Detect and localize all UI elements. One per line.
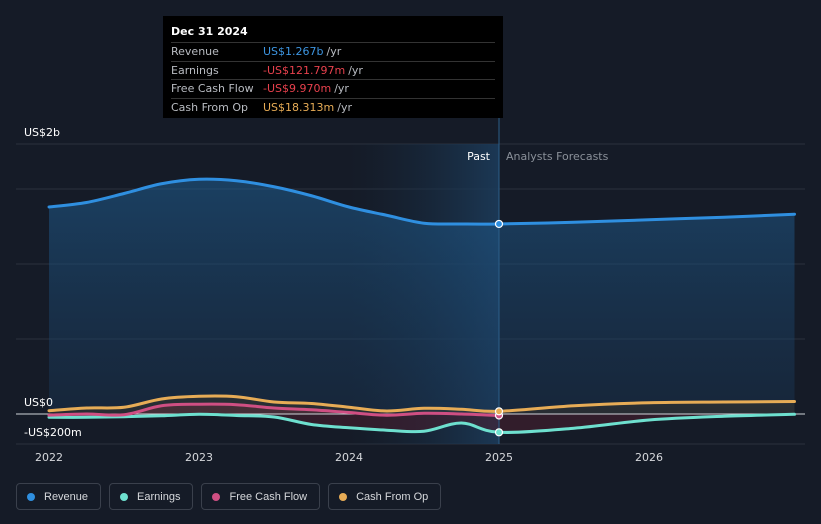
revenue-marker <box>494 219 504 229</box>
x-tick-label: 2025 <box>485 451 513 464</box>
financial-chart: US$2b US$0 -US$200m Past Analysts Foreca… <box>16 118 805 464</box>
tooltip-label: Cash From Op <box>171 100 249 114</box>
series-areas <box>49 179 795 433</box>
past-label: Past <box>467 150 491 163</box>
tooltip-date: Dec 31 2024 <box>171 25 248 38</box>
tooltip-row-earnings: Earnings -US$121.797m /yr <box>171 60 495 80</box>
tooltip-label: Revenue <box>171 45 219 58</box>
forecast-label: Analysts Forecasts <box>506 150 609 163</box>
cash-from-op-line <box>47 394 796 413</box>
tooltip-row-cash-from-op: Cash From Op US$18.313m /yr <box>171 97 495 117</box>
x-tick-label: 2026 <box>635 451 663 464</box>
earnings-marker <box>494 428 504 437</box>
legend-label: Revenue <box>44 490 89 503</box>
legend-item-free-cash-flow[interactable]: Free Cash Flow <box>201 483 321 510</box>
legend-label: Free Cash Flow <box>229 490 308 503</box>
revenue-line <box>47 177 796 226</box>
x-axis-ticks: 2022 2023 2024 2025 2026 <box>35 451 663 464</box>
tooltip: Dec 31 2024 Revenue US$1.267b /yr Earnin… <box>163 16 503 118</box>
legend-item-cash-from-op[interactable]: Cash From Op <box>328 483 442 510</box>
revenue-dot-icon <box>27 492 35 501</box>
legend-label: Cash From Op <box>356 490 429 503</box>
free-cash-flow-line <box>47 402 501 417</box>
tooltip-value: US$1.267b <box>263 45 324 58</box>
tooltip-label: Earnings <box>171 63 219 77</box>
legend-item-revenue[interactable]: Revenue <box>16 483 102 510</box>
earnings-dot-icon <box>120 492 129 501</box>
cash-from-op-marker <box>494 407 504 416</box>
tooltip-row-revenue: Revenue US$1.267b /yr <box>171 42 495 61</box>
tooltip-unit: /yr <box>337 100 352 114</box>
cash-from-op-dot-icon <box>339 492 348 501</box>
y-axis-top-label: US$2b <box>24 126 60 139</box>
series-lines <box>47 177 796 434</box>
legend-item-earnings[interactable]: Earnings <box>109 483 194 510</box>
y-axis-bottom-label: -US$200m <box>24 426 82 439</box>
earnings-line <box>47 412 796 434</box>
cash-from-op-area <box>49 396 795 414</box>
x-tick-label: 2023 <box>185 451 213 464</box>
free-cash-flow-dot-icon <box>212 492 221 501</box>
tooltip-value: US$18.313m <box>263 100 335 114</box>
tooltip-label: Free Cash Flow <box>171 82 254 95</box>
x-tick-label: 2022 <box>35 451 63 464</box>
legend: Revenue Earnings Free Cash Flow Cash Fro… <box>16 483 442 510</box>
y-axis-zero-label: US$0 <box>24 396 53 409</box>
tooltip-unit: /yr <box>348 63 363 77</box>
legend-label: Earnings <box>137 490 181 503</box>
x-tick-label: 2024 <box>335 451 363 464</box>
tooltip-unit: /yr <box>334 82 349 95</box>
tooltip-value: -US$121.797m <box>263 63 346 77</box>
revenue-area <box>49 179 795 414</box>
highlight-markers <box>494 219 504 437</box>
tooltip-value: -US$9.970m <box>263 82 332 95</box>
tooltip-unit: /yr <box>326 45 342 58</box>
earnings-area <box>49 414 795 433</box>
tooltip-row-free-cash-flow: Free Cash Flow -US$9.970m /yr <box>171 79 495 98</box>
